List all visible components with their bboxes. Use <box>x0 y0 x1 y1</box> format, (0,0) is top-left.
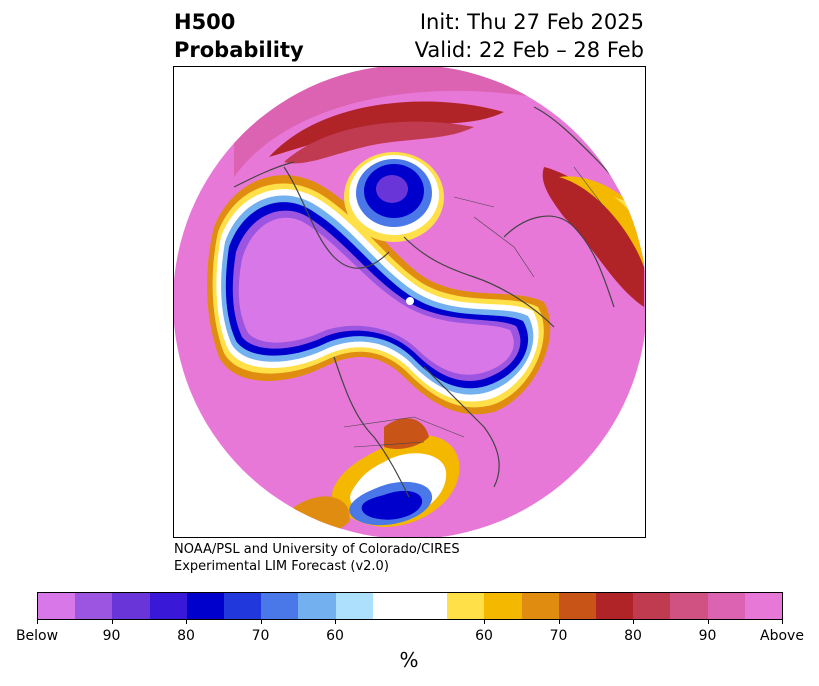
colorbar-tick-mark <box>335 619 336 624</box>
colorbar-segment <box>186 593 225 619</box>
colorbar-tick-mark <box>186 619 187 624</box>
colorbar-tick-label: 60 <box>326 628 344 644</box>
colorbar-segment <box>521 593 559 619</box>
colorbar-segment <box>558 593 597 619</box>
colorbar-tick-label: 80 <box>624 628 642 644</box>
colorbar-tick-label: Above <box>760 628 804 644</box>
colorbar-tick-label: 60 <box>475 628 493 644</box>
gulf-low-core <box>361 490 423 520</box>
colorbar-tick-label: 70 <box>251 628 270 644</box>
borders <box>343 166 605 448</box>
credit-text: NOAA/PSL and University of Colorado/CIRE… <box>174 541 460 575</box>
colorbar-unit: % <box>399 648 419 672</box>
colorbar-segment <box>112 593 150 619</box>
title-field: H500 <box>174 10 236 34</box>
colorbar-tick-label: Below <box>15 628 59 644</box>
colorbar-segment <box>224 593 262 619</box>
colorbar-segment <box>372 593 411 619</box>
forecast-dates: Init: Thu 27 Feb 2025 Valid: 22 Feb – 28… <box>415 8 644 64</box>
init-date: Init: Thu 27 Feb 2025 <box>419 10 644 34</box>
colorbar-segment <box>744 593 783 619</box>
credit-line-2: Experimental LIM Forecast (v2.0) <box>174 559 389 574</box>
probability-map <box>173 66 646 538</box>
credit-line-1: NOAA/PSL and University of Colorado/CIRE… <box>174 542 460 557</box>
colorbar-tick-mark <box>111 619 113 624</box>
colorbar-tick-mark <box>782 619 783 624</box>
colorbar-segment <box>447 593 485 619</box>
colorbar-segment <box>335 593 373 619</box>
colorbar-segment <box>261 593 299 619</box>
colorbar-tick-label: 90 <box>698 628 717 644</box>
colorbar-segment <box>75 593 113 619</box>
colorbar-segment <box>707 593 745 619</box>
colorbar-tick-mark <box>707 619 709 624</box>
colorbar-segment <box>596 593 634 619</box>
colorbar-tick-mark <box>558 619 560 624</box>
north-pole-marker <box>406 297 414 305</box>
colorbar <box>37 592 783 620</box>
colorbar-segment <box>633 593 671 619</box>
asia-high-band <box>542 167 644 307</box>
colorbar-segment <box>670 593 708 619</box>
alaska-high-core <box>269 101 504 157</box>
colorbar-tick-mark <box>633 619 634 624</box>
valid-range: Valid: 22 Feb – 28 Feb <box>414 38 644 62</box>
colorbar-tick-label: 70 <box>549 628 568 644</box>
colorbar-tick-mark <box>484 619 485 624</box>
colorbar-segment <box>149 593 187 619</box>
colorbar-tick-mark <box>260 619 262 624</box>
colorbar-tick-mark <box>37 619 38 624</box>
colorbar-tick-label: 90 <box>102 628 121 644</box>
colorbar-segment <box>410 593 448 619</box>
colorbar-tick-label: 80 <box>177 628 195 644</box>
map-title: H500 Probability <box>174 8 304 64</box>
colorbar-segment <box>298 593 336 619</box>
colorbar-segment <box>484 593 522 619</box>
colorbar-segment <box>38 593 76 619</box>
title-product: Probability <box>174 38 304 62</box>
polar-map-svg <box>174 67 645 537</box>
